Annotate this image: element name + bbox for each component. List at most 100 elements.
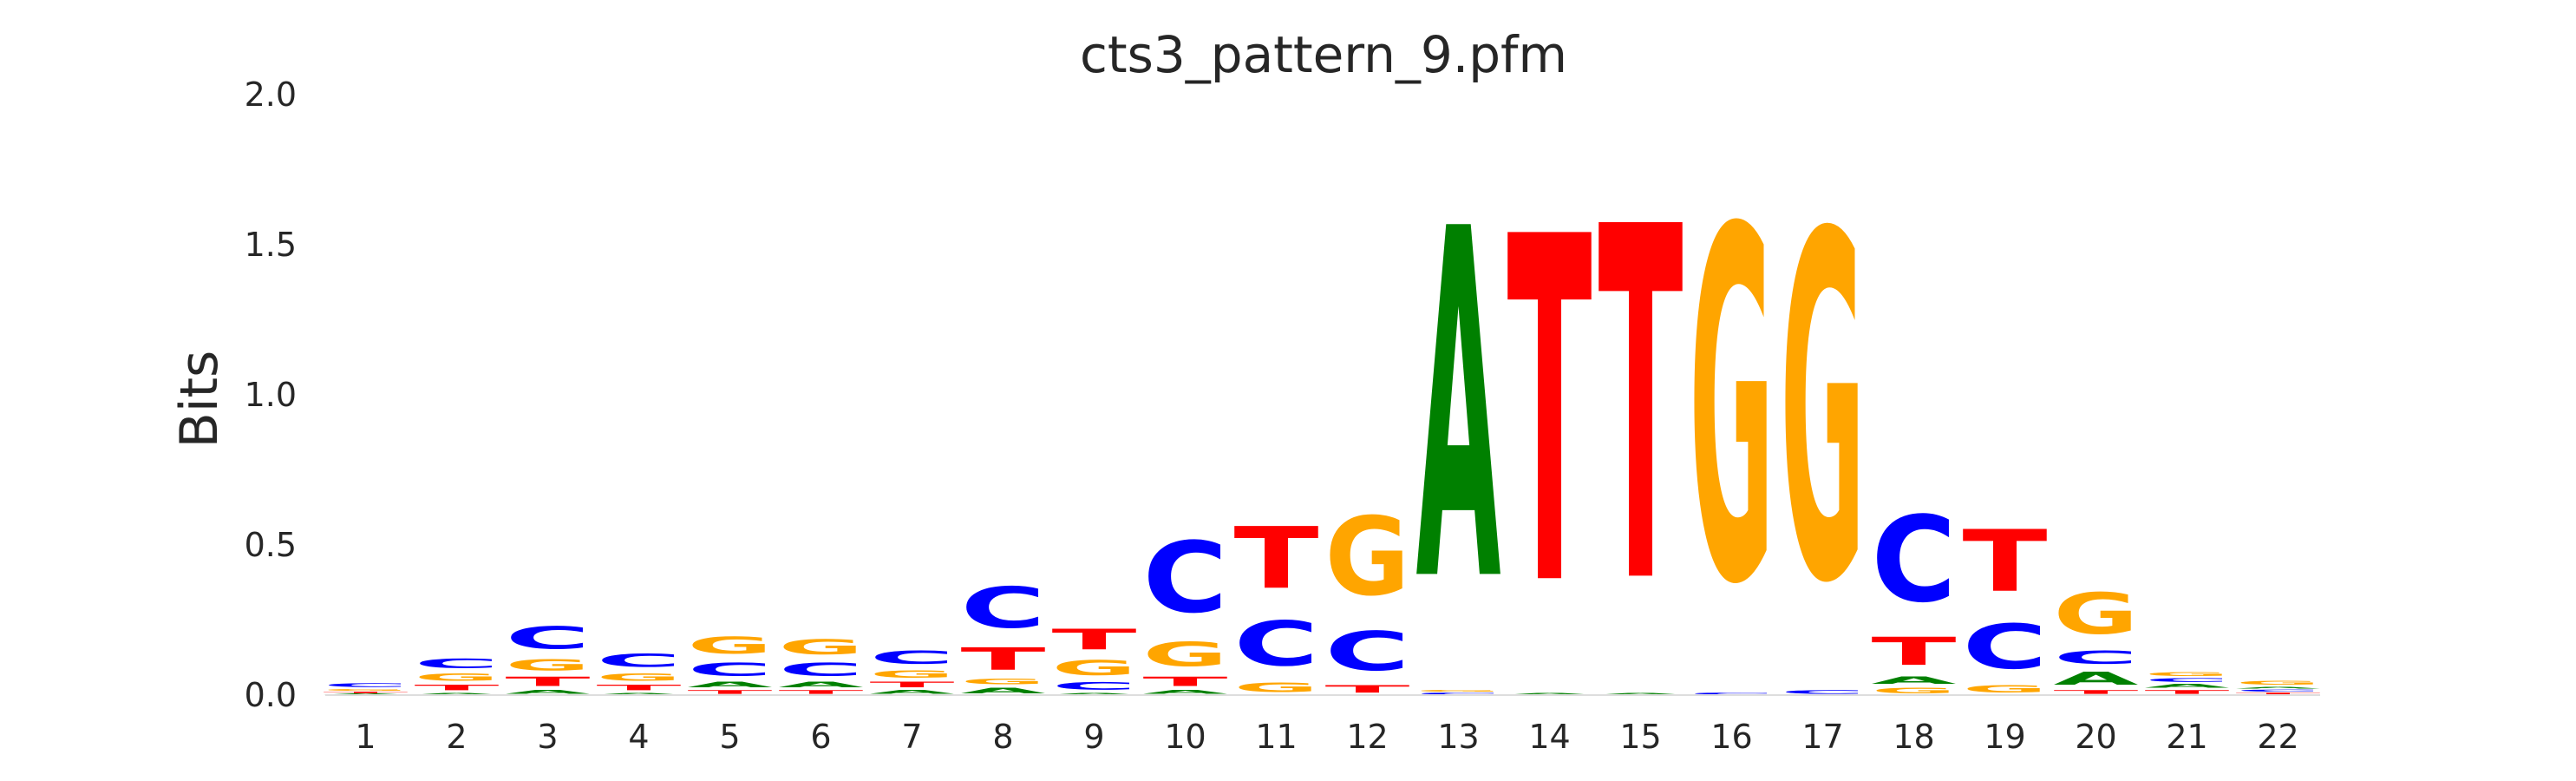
x-tick-label: 7 bbox=[901, 718, 922, 756]
x-tick-label: 12 bbox=[1346, 718, 1388, 756]
x-tick-label: 8 bbox=[992, 718, 1013, 756]
logo-letter-g: G bbox=[2145, 671, 2230, 677]
logo-letter-g: G bbox=[1416, 689, 1501, 692]
logo-letter-g: G bbox=[1143, 635, 1228, 674]
logo-letter-g: G bbox=[2054, 581, 2139, 647]
y-axis-ticks: 0.0 0.5 1.0 1.5 2.0 bbox=[245, 75, 297, 714]
logo-letter-c: C bbox=[324, 682, 409, 688]
logo-letter-g: G bbox=[779, 635, 864, 659]
logo-letter-g: G bbox=[1781, 135, 1866, 688]
logo-letter-t: T bbox=[597, 683, 682, 692]
logo-letter-a: A bbox=[779, 680, 865, 689]
x-tick-label: 19 bbox=[1984, 718, 2025, 756]
logo-letter-g: G bbox=[1325, 494, 1410, 620]
logo-letter-a: A bbox=[2054, 668, 2139, 689]
logo-letter-t: T bbox=[870, 680, 955, 689]
logo-letter-c: C bbox=[2236, 689, 2321, 692]
logo-letter-a: A bbox=[961, 686, 1047, 695]
logo-letter-a: A bbox=[1872, 674, 1958, 686]
x-tick-label: 20 bbox=[2075, 718, 2116, 756]
logo-letter-a: A bbox=[2236, 686, 2321, 689]
logo-letter-c: C bbox=[779, 659, 864, 679]
x-axis-ticks: 1 2 3 4 5 6 7 8 9 10 11 12 13 14 15 16 17 18 19 20 21 22 bbox=[355, 718, 2298, 756]
logo-letter-c: C bbox=[870, 647, 955, 668]
logo-letter-a: A bbox=[1507, 692, 1592, 695]
logo-letter-a: A bbox=[1052, 692, 1137, 695]
logo-letter-a: A bbox=[597, 692, 682, 695]
logo-letter-t: T bbox=[2235, 692, 2320, 695]
x-tick-label: 17 bbox=[1801, 718, 1843, 756]
logo-letter-g: G bbox=[597, 671, 682, 683]
logo-letter-c: C bbox=[1963, 612, 2048, 683]
logo-letter-g: G bbox=[1963, 683, 2048, 695]
logo-letter-g: G bbox=[324, 688, 409, 691]
y-tick-label: 0.5 bbox=[245, 526, 297, 564]
logo-letter-t: T bbox=[1143, 674, 1228, 689]
x-tick-label: 5 bbox=[719, 718, 740, 756]
x-tick-label: 13 bbox=[1437, 718, 1479, 756]
x-tick-label: 21 bbox=[2166, 718, 2207, 756]
x-tick-label: 6 bbox=[810, 718, 831, 756]
logo-letter-c: C bbox=[1052, 680, 1137, 692]
logo-letter-c: C bbox=[415, 656, 500, 671]
logo-letter-t: T bbox=[1507, 139, 1593, 691]
logo-letters: ATGCATGCATGCATGCTACGTACGATGCAGTCACGTATGC… bbox=[324, 127, 2321, 695]
logo-letter-g: G bbox=[1234, 680, 1319, 695]
x-tick-label: 22 bbox=[2257, 718, 2298, 756]
logo-letter-c: C bbox=[961, 575, 1046, 641]
x-tick-label: 9 bbox=[1083, 718, 1104, 756]
x-tick-label: 1 bbox=[355, 718, 376, 756]
logo-letter-t: T bbox=[1599, 127, 1684, 692]
x-tick-label: 15 bbox=[1619, 718, 1661, 756]
logo-letter-c: C bbox=[1416, 692, 1501, 695]
logo-letter-t: T bbox=[324, 692, 409, 694]
logo-letter-t: T bbox=[506, 674, 591, 689]
x-tick-label: 11 bbox=[1255, 718, 1297, 756]
x-tick-label: 2 bbox=[446, 718, 467, 756]
logo-letter-t: T bbox=[688, 689, 773, 695]
logo-letter-t: T bbox=[2145, 689, 2230, 695]
logo-letter-t: T bbox=[779, 689, 864, 695]
logo-letter-t: T bbox=[961, 641, 1046, 677]
x-tick-label: 18 bbox=[1893, 718, 1934, 756]
logo-letter-c: C bbox=[505, 620, 590, 656]
y-tick-label: 2.0 bbox=[245, 75, 297, 114]
logo-letter-a: A bbox=[506, 689, 591, 695]
x-tick-label: 4 bbox=[628, 718, 649, 756]
logo-letter-t: T bbox=[1325, 683, 1410, 695]
logo-letter-g: G bbox=[870, 668, 955, 680]
logo-letter-g: G bbox=[688, 633, 773, 660]
logo-letter-t: T bbox=[415, 683, 500, 692]
logo-letter-t: T bbox=[1963, 512, 2048, 611]
y-tick-label: 1.5 bbox=[245, 226, 297, 264]
logo-letter-c: C bbox=[597, 650, 682, 671]
logo-letter-c: C bbox=[1872, 491, 1957, 628]
logo-letter-g: G bbox=[415, 671, 500, 683]
x-tick-label: 16 bbox=[1710, 718, 1752, 756]
logo-letter-g: G bbox=[1690, 128, 1775, 690]
logo-letter-c: C bbox=[1143, 522, 1228, 635]
logo-letter-c: C bbox=[2054, 647, 2139, 668]
logo-letter-a: A bbox=[1599, 692, 1684, 695]
x-tick-label: 3 bbox=[537, 718, 558, 756]
logo-letter-a: A bbox=[1143, 689, 1228, 695]
logo-letter-t: T bbox=[1234, 509, 1319, 608]
logo-letter-g: G bbox=[506, 656, 591, 674]
logo-letter-g: G bbox=[2236, 680, 2321, 686]
y-tick-label: 1.0 bbox=[245, 376, 297, 414]
y-tick-label: 0.0 bbox=[245, 676, 297, 714]
logo-letter-a: A bbox=[1416, 129, 1502, 688]
logo-letter-a: A bbox=[870, 689, 955, 695]
x-tick-label: 10 bbox=[1164, 718, 1206, 756]
logo-letter-c: C bbox=[1234, 609, 1319, 680]
logo-letter-g: G bbox=[1872, 686, 1957, 695]
logo-letter-g: G bbox=[961, 677, 1046, 686]
chart-title: cts3_pattern_9.pfm bbox=[1080, 25, 1567, 84]
logo-letter-c: C bbox=[1690, 692, 1775, 695]
logo-letter-t: T bbox=[2054, 689, 2139, 695]
logo-letter-a: A bbox=[415, 692, 500, 695]
logo-letter-t: T bbox=[1872, 629, 1957, 674]
logo-letter-c: C bbox=[1781, 689, 1866, 695]
y-axis-label: Bits bbox=[169, 351, 230, 449]
